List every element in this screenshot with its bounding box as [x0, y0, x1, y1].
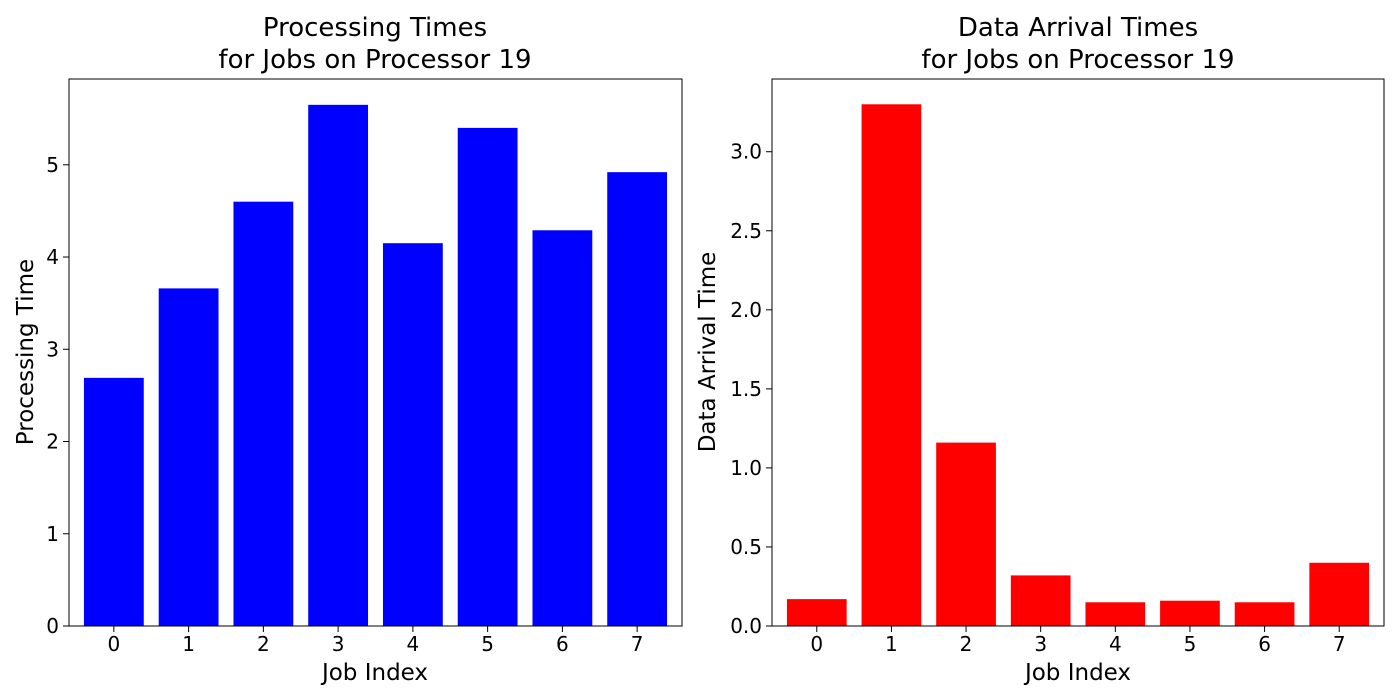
- data-arrival-times-chart: Data Arrival Times for Jobs on Processor…: [695, 13, 1385, 686]
- bar-2: [233, 201, 294, 626]
- processing-times-chart: Processing Times for Jobs on Processor 1…: [13, 13, 683, 686]
- x-axis-label: Job Index: [1023, 660, 1131, 686]
- bar-3: [1010, 575, 1071, 626]
- x-tick-label: 0: [810, 632, 823, 656]
- y-tick-label: 3.0: [730, 140, 762, 164]
- bar-6: [532, 230, 593, 626]
- x-axis-label: Job Index: [320, 660, 428, 686]
- x-tick-label: 0: [107, 632, 120, 656]
- bar-5: [1160, 600, 1220, 626]
- bar-1: [158, 288, 219, 626]
- x-tick-label: 7: [631, 632, 644, 656]
- x-tick-label: 4: [1109, 632, 1122, 656]
- chart-title-line-2: for Jobs on Processor 19: [218, 45, 531, 75]
- x-tick-label: 2: [257, 632, 270, 656]
- bar-6: [1234, 602, 1295, 626]
- x-tick-label: 6: [556, 632, 569, 656]
- bar-3: [308, 104, 369, 626]
- x-tick-label: 5: [1184, 632, 1197, 656]
- y-tick-label: 0.5: [730, 535, 762, 559]
- chart-title-line-1: Data Arrival Times: [958, 13, 1198, 43]
- x-tick-label: 4: [407, 632, 420, 656]
- x-tick-label: 6: [1258, 632, 1271, 656]
- x-tick-label: 1: [182, 632, 195, 656]
- bar-7: [1309, 562, 1370, 626]
- y-tick-label: 0: [46, 614, 59, 638]
- x-tick-label: 1: [885, 632, 898, 656]
- y-tick-label: 1: [46, 522, 59, 546]
- y-axis-label: Data Arrival Time: [695, 252, 721, 453]
- y-tick-label: 4: [46, 245, 59, 269]
- plot-frame: [68, 78, 683, 627]
- chart-title-line-2: for Jobs on Processor 19: [921, 45, 1234, 75]
- bar-4: [1085, 602, 1146, 626]
- y-tick-label: 2: [46, 430, 59, 454]
- tick-group: 0 1 2 3 4 5 6 7 0 1 2 3 4 5: [46, 153, 643, 656]
- y-axis-label: Processing Time: [13, 259, 39, 445]
- bar-1: [861, 104, 922, 626]
- bar-group: [83, 104, 668, 626]
- bar-group: [786, 104, 1370, 626]
- bar-2: [936, 442, 996, 626]
- bar-7: [607, 172, 668, 626]
- y-tick-label: 2.5: [730, 219, 762, 243]
- bar-5: [457, 127, 518, 626]
- y-tick-label: 1.5: [730, 377, 762, 401]
- y-tick-label: 0.0: [730, 614, 762, 638]
- x-tick-label: 5: [481, 632, 494, 656]
- plot-frame: [771, 78, 1385, 627]
- y-tick-label: 5: [46, 153, 59, 177]
- chart-title-line-1: Processing Times: [263, 13, 487, 43]
- tick-group: 0 1 2 3 4 5 6 7 0.0 0.5 1.0 1.5 2.0 2.5 3.0: [730, 140, 1345, 656]
- x-tick-label: 3: [332, 632, 345, 656]
- x-tick-label: 2: [960, 632, 973, 656]
- x-tick-label: 3: [1034, 632, 1047, 656]
- y-tick-label: 3: [46, 337, 59, 361]
- x-tick-label: 7: [1333, 632, 1346, 656]
- bar-0: [83, 377, 144, 626]
- y-tick-label: 2.0: [730, 298, 762, 322]
- bar-0: [786, 599, 847, 626]
- bar-4: [382, 243, 443, 626]
- y-tick-label: 1.0: [730, 456, 762, 480]
